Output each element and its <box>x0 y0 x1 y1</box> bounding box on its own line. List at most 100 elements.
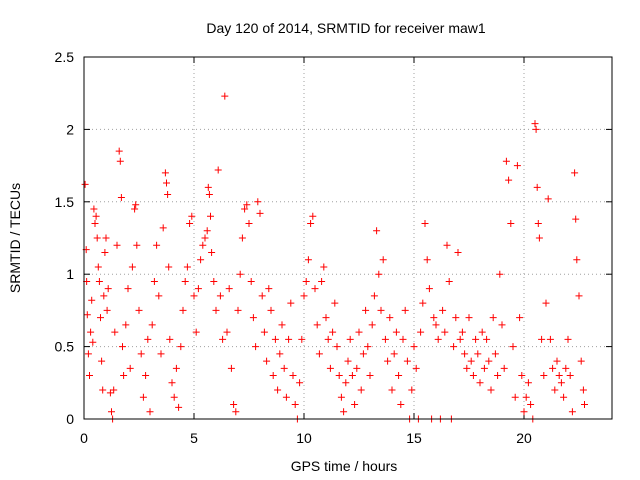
data-point <box>232 408 240 416</box>
data-point <box>452 314 460 322</box>
data-point <box>342 379 350 387</box>
data-point <box>353 364 361 372</box>
data-point <box>296 379 304 387</box>
data-point <box>165 263 173 271</box>
data-point <box>542 299 550 307</box>
data-point <box>304 256 312 264</box>
data-point <box>128 263 136 271</box>
data-point <box>124 285 132 293</box>
y-axis-label: SRMTID / TECUs <box>7 183 23 293</box>
data-point <box>208 248 216 256</box>
data-point <box>183 263 191 271</box>
data-point <box>179 306 187 314</box>
data-point <box>463 364 471 372</box>
data-point <box>410 343 418 351</box>
data-point <box>575 292 583 300</box>
data-point <box>520 408 528 416</box>
data-point <box>326 364 334 372</box>
plot-frame <box>83 56 613 420</box>
data-point <box>375 270 383 278</box>
data-point <box>465 314 473 322</box>
y-tick-label: 1.5 <box>55 194 75 210</box>
data-point <box>199 241 207 249</box>
data-point <box>153 241 161 249</box>
data-point <box>88 296 96 304</box>
data-point <box>419 299 427 307</box>
data-point <box>267 306 275 314</box>
y-tick-label: 0.5 <box>55 339 75 355</box>
data-point <box>500 364 508 372</box>
data-point <box>298 335 306 343</box>
data-point <box>289 372 297 380</box>
data-point <box>478 328 486 336</box>
data-point <box>534 220 542 228</box>
data-point <box>551 386 559 394</box>
data-point <box>324 335 332 343</box>
data-point <box>157 350 165 358</box>
data-point <box>116 157 124 165</box>
data-point <box>122 321 130 329</box>
data-point <box>258 292 266 300</box>
data-point <box>214 166 222 174</box>
data-point <box>245 220 253 228</box>
data-point <box>572 215 580 223</box>
data-point <box>472 335 480 343</box>
data-point <box>432 321 440 329</box>
data-point <box>249 314 257 322</box>
data-point <box>241 205 249 213</box>
data-point <box>502 157 510 165</box>
data-point <box>581 401 588 409</box>
data-point <box>87 328 95 336</box>
data-point <box>265 285 273 293</box>
data-point <box>230 401 238 409</box>
data-point <box>562 364 570 372</box>
data-point <box>430 314 438 322</box>
data-point <box>106 389 114 397</box>
data-point <box>458 328 466 336</box>
data-point <box>247 277 255 285</box>
data-point <box>366 372 374 380</box>
data-point <box>309 212 317 220</box>
data-point <box>161 169 169 177</box>
data-point <box>227 364 235 372</box>
data-point <box>168 379 176 387</box>
data-point <box>557 379 565 387</box>
data-point <box>139 393 147 401</box>
data-point <box>560 393 568 401</box>
data-point <box>395 372 403 380</box>
data-point <box>115 147 123 155</box>
data-point <box>92 212 100 220</box>
data-point <box>467 357 475 365</box>
data-point <box>164 191 172 199</box>
data-point <box>287 299 295 307</box>
data-point <box>119 343 126 351</box>
y-tick-label: 2 <box>66 121 74 137</box>
data-point <box>425 285 433 293</box>
data-point <box>535 234 543 242</box>
x-tick-label: 15 <box>406 430 422 446</box>
data-point <box>274 386 282 394</box>
data-point <box>381 335 389 343</box>
data-point <box>101 248 109 256</box>
data-point <box>351 401 359 409</box>
data-point <box>423 256 431 264</box>
data-point <box>573 256 581 264</box>
data-point <box>108 408 115 416</box>
data-point <box>192 328 200 336</box>
data-point <box>516 314 524 322</box>
data-point <box>219 335 227 343</box>
data-point <box>487 386 495 394</box>
data-point <box>386 314 394 322</box>
data-point <box>445 277 453 285</box>
data-point <box>362 306 370 314</box>
data-point <box>540 372 548 380</box>
data-point <box>263 357 271 365</box>
data-point <box>203 227 211 235</box>
grid-lines <box>84 57 612 419</box>
data-point <box>282 393 290 401</box>
data-point <box>234 306 242 314</box>
data-point <box>104 285 112 293</box>
data-point <box>417 328 425 336</box>
data-point <box>489 314 497 322</box>
